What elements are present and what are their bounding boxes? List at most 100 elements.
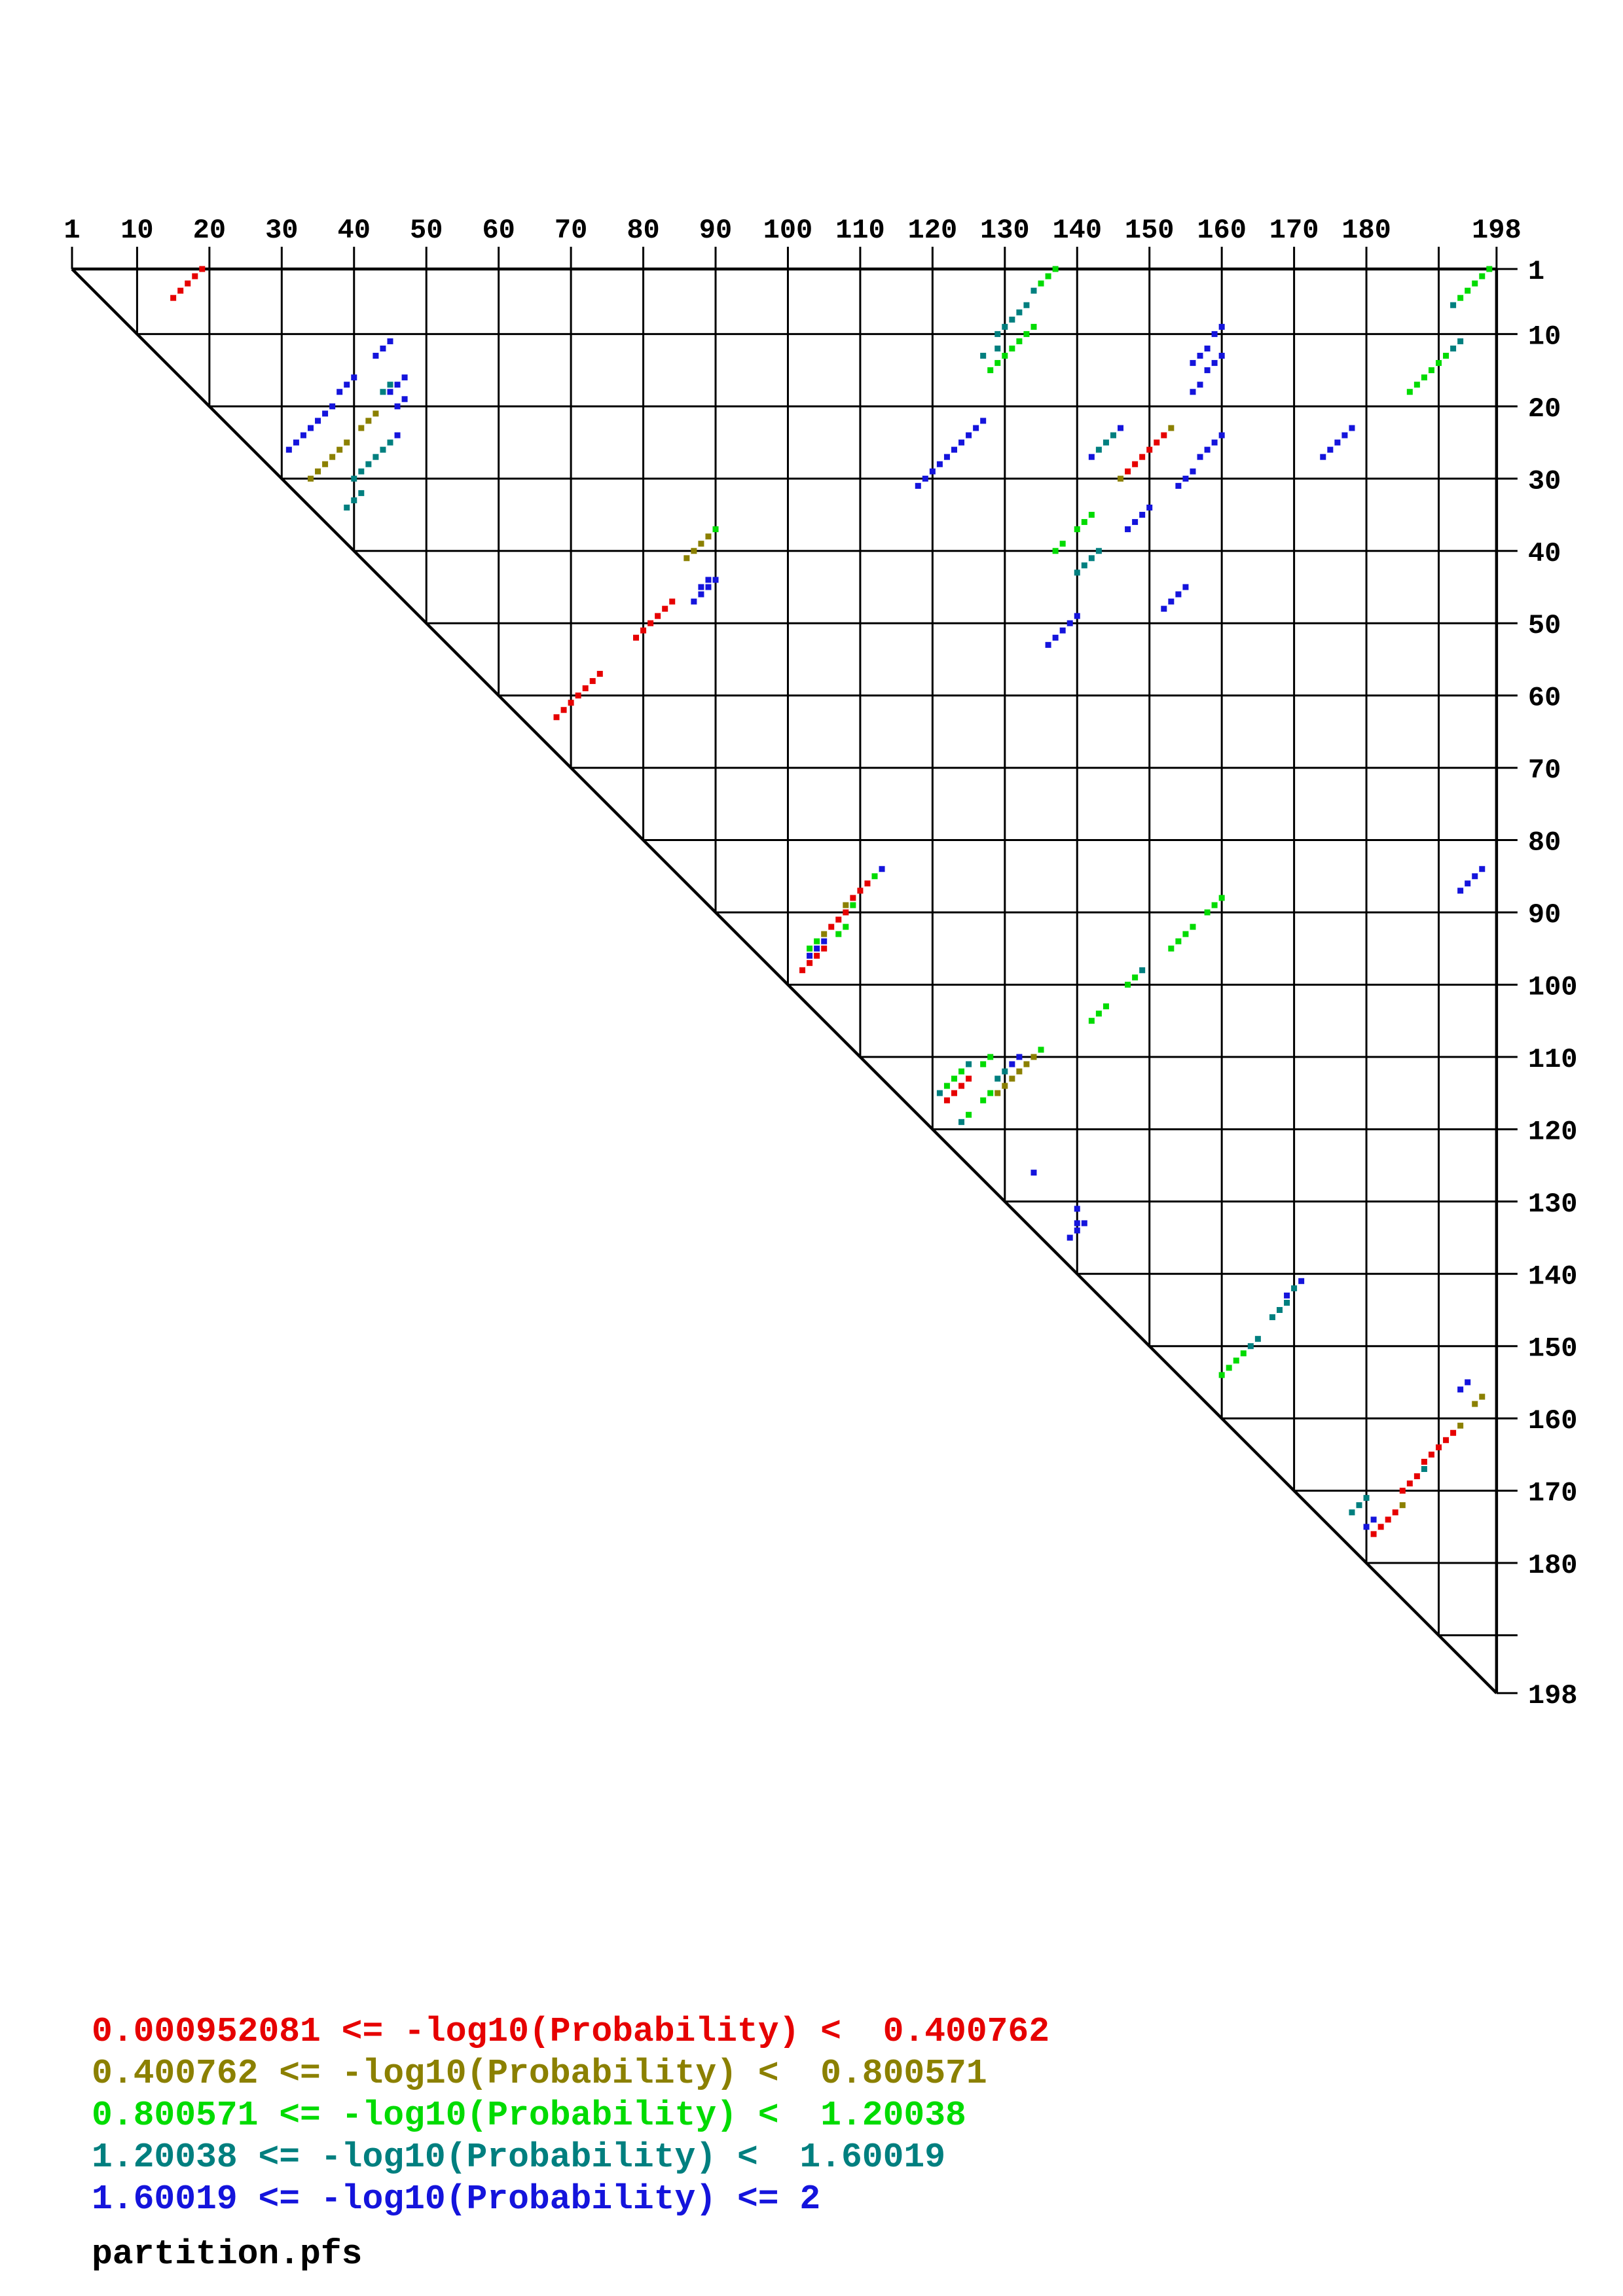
x-tick-label: 100 <box>763 215 813 246</box>
probability-dot <box>814 945 820 952</box>
probability-dot <box>1277 1306 1283 1313</box>
probability-dot <box>1363 1495 1370 1501</box>
y-tick-label: 30 <box>1528 465 1561 497</box>
probability-dot <box>1428 1451 1434 1458</box>
probability-dot <box>1457 1422 1464 1429</box>
probability-dot <box>380 345 386 351</box>
probability-dot <box>365 461 372 467</box>
probability-dot <box>1385 1516 1391 1523</box>
y-tick-label: 170 <box>1528 1478 1578 1509</box>
probability-dot <box>1125 981 1131 988</box>
probability-dot <box>1002 1068 1008 1075</box>
probability-dot <box>1088 555 1095 562</box>
probability-dot <box>337 446 343 453</box>
probability-dot <box>1284 1292 1290 1299</box>
probability-dot <box>966 1061 972 1067</box>
probability-dot <box>1074 613 1080 619</box>
probability-dot <box>1095 446 1102 453</box>
probability-dot <box>857 888 864 894</box>
probability-dot <box>871 873 878 880</box>
probability-dot <box>1139 512 1146 518</box>
probability-dot <box>864 880 871 887</box>
probability-dot <box>351 374 357 381</box>
x-tick-label: 40 <box>338 215 371 246</box>
probability-dot <box>1045 641 1051 648</box>
probability-dot <box>1103 439 1109 446</box>
probability-dot <box>1356 1502 1362 1509</box>
x-tick-label: 198 <box>1472 215 1522 246</box>
probability-dot <box>1406 1480 1413 1487</box>
probability-dot <box>843 902 849 908</box>
probability-dot <box>647 620 654 626</box>
probability-dot <box>1038 1047 1044 1053</box>
probability-dot <box>1457 888 1464 894</box>
probability-dot <box>1436 1444 1442 1450</box>
probability-dot <box>980 1097 987 1103</box>
probability-dot <box>1465 287 1471 294</box>
probability-dot <box>712 526 719 533</box>
probability-dot <box>1088 1018 1095 1024</box>
probability-dot <box>1074 1206 1080 1212</box>
probability-dot <box>1009 1061 1015 1067</box>
probability-dot <box>1486 266 1493 272</box>
probability-dot <box>1370 1531 1377 1537</box>
probability-dot <box>633 634 640 641</box>
probability-dot <box>1110 432 1116 439</box>
probability-dot <box>951 1090 957 1096</box>
probability-dot <box>315 418 321 424</box>
probability-dot <box>705 584 712 590</box>
probability-dot <box>185 280 191 287</box>
probability-dot <box>807 952 813 959</box>
probability-dot <box>1023 1061 1030 1067</box>
probability-dot <box>705 533 712 540</box>
probability-dot <box>1182 931 1189 937</box>
probability-dot <box>1118 475 1124 482</box>
x-tick-label: 110 <box>835 215 885 246</box>
y-tick-label: 140 <box>1528 1261 1578 1292</box>
probability-dot <box>1016 1068 1023 1075</box>
probability-dot <box>1211 360 1218 367</box>
probability-dot <box>1392 1509 1398 1516</box>
probability-dot <box>951 446 957 453</box>
x-tick-label: 1 <box>64 215 80 246</box>
probability-dot <box>1059 627 1066 634</box>
probability-dot <box>1457 1386 1464 1393</box>
probability-dot <box>1341 432 1348 439</box>
probability-dot <box>1413 1473 1420 1480</box>
probability-dot <box>1081 562 1087 569</box>
probability-dot <box>1479 1393 1486 1400</box>
probability-dot <box>315 468 321 475</box>
probability-dot <box>575 692 581 699</box>
probability-dot <box>1074 569 1080 576</box>
probability-dot <box>1443 1437 1450 1443</box>
y-tick-label: 10 <box>1528 321 1561 352</box>
probability-dot <box>1298 1278 1305 1284</box>
probability-dot <box>192 273 198 279</box>
probability-dot <box>1154 439 1160 446</box>
probability-dot <box>640 627 647 634</box>
x-tick-label: 30 <box>265 215 298 246</box>
probability-dot <box>553 714 560 721</box>
probability-dot <box>177 287 184 294</box>
probability-dot <box>1139 454 1146 460</box>
probability-dot <box>387 439 393 446</box>
probability-dot <box>1443 353 1450 359</box>
probability-dot <box>951 1075 957 1082</box>
probability-dot <box>1146 446 1153 453</box>
probability-dot <box>1030 1054 1037 1060</box>
x-tick-label: 170 <box>1269 215 1319 246</box>
probability-dot <box>1450 345 1457 351</box>
probability-dot <box>1016 309 1023 315</box>
probability-dot <box>1284 1299 1290 1306</box>
probability-dot <box>1349 1509 1355 1516</box>
probability-dot <box>1095 1011 1102 1017</box>
probability-dot <box>1067 620 1073 626</box>
probability-dot <box>1399 1488 1406 1494</box>
probability-dot <box>560 707 567 713</box>
probability-dot <box>1146 504 1153 511</box>
probability-dot <box>1190 468 1196 475</box>
probability-dot <box>380 446 386 453</box>
probability-dot <box>835 931 842 937</box>
x-tick-label: 120 <box>908 215 958 246</box>
probability-dot <box>344 504 350 511</box>
